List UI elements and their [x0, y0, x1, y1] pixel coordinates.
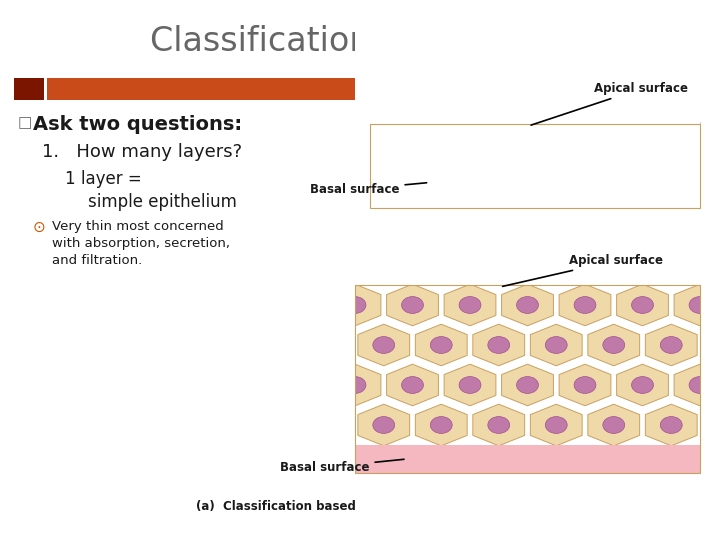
Polygon shape	[387, 364, 438, 406]
Polygon shape	[358, 404, 410, 446]
Text: Very thin most concerned
with absorption, secretion,
and filtration.: Very thin most concerned with absorption…	[52, 220, 230, 267]
Polygon shape	[415, 324, 467, 366]
FancyBboxPatch shape	[14, 78, 44, 100]
Ellipse shape	[402, 296, 423, 313]
Polygon shape	[588, 324, 639, 366]
Polygon shape	[674, 284, 720, 326]
Ellipse shape	[545, 336, 567, 353]
Polygon shape	[588, 404, 639, 446]
Ellipse shape	[631, 296, 654, 313]
Polygon shape	[559, 364, 611, 406]
Text: Stratified: Stratified	[500, 485, 589, 503]
Ellipse shape	[488, 416, 510, 434]
FancyBboxPatch shape	[370, 165, 700, 200]
Polygon shape	[703, 324, 720, 366]
Text: Basal surface: Basal surface	[310, 183, 427, 196]
Ellipse shape	[588, 134, 613, 155]
FancyBboxPatch shape	[371, 125, 436, 172]
Ellipse shape	[431, 336, 452, 353]
Text: □: □	[18, 115, 32, 130]
Text: Ask two questions:: Ask two questions:	[33, 115, 242, 134]
Ellipse shape	[373, 416, 395, 434]
Polygon shape	[444, 284, 496, 326]
Ellipse shape	[516, 296, 539, 313]
Polygon shape	[616, 284, 668, 326]
FancyBboxPatch shape	[569, 125, 634, 172]
FancyBboxPatch shape	[47, 78, 357, 100]
Ellipse shape	[574, 376, 596, 394]
Ellipse shape	[603, 416, 625, 434]
Ellipse shape	[631, 376, 654, 394]
Ellipse shape	[660, 416, 682, 434]
Polygon shape	[674, 364, 720, 406]
Text: 1.   How many layers?: 1. How many layers?	[42, 143, 242, 161]
Text: Simple: Simple	[520, 212, 583, 230]
Polygon shape	[387, 284, 438, 326]
Polygon shape	[473, 324, 525, 366]
Polygon shape	[358, 324, 410, 366]
Polygon shape	[329, 284, 381, 326]
Polygon shape	[502, 284, 554, 326]
Text: Figure 4.2a: Figure 4.2a	[633, 512, 700, 525]
Ellipse shape	[456, 134, 482, 155]
Text: Basal surface: Basal surface	[280, 460, 404, 474]
Text: 2 or more layers =: 2 or more layers =	[65, 295, 221, 313]
Polygon shape	[329, 364, 381, 406]
Text: ⊙: ⊙	[33, 348, 46, 363]
Text: More durable, major role is
protection.: More durable, major role is protection.	[52, 348, 232, 378]
Ellipse shape	[431, 416, 452, 434]
Ellipse shape	[545, 416, 567, 434]
Polygon shape	[502, 364, 554, 406]
Polygon shape	[415, 404, 467, 446]
FancyBboxPatch shape	[503, 125, 567, 172]
Ellipse shape	[689, 376, 711, 394]
Ellipse shape	[344, 296, 366, 313]
Polygon shape	[616, 364, 668, 406]
Polygon shape	[645, 324, 697, 366]
Ellipse shape	[402, 376, 423, 394]
Ellipse shape	[689, 296, 711, 313]
Ellipse shape	[459, 376, 481, 394]
Text: (a)  Classification based on number of cell layers.: (a) Classification based on number of ce…	[196, 500, 524, 513]
Polygon shape	[444, 364, 496, 406]
Text: 1 layer =: 1 layer =	[65, 170, 142, 188]
Ellipse shape	[523, 134, 547, 155]
FancyBboxPatch shape	[355, 445, 700, 473]
Ellipse shape	[718, 336, 720, 353]
Text: stratified epithelium: stratified epithelium	[88, 318, 256, 336]
Polygon shape	[531, 324, 582, 366]
Polygon shape	[645, 404, 697, 446]
Polygon shape	[703, 404, 720, 446]
Ellipse shape	[603, 336, 625, 353]
Ellipse shape	[373, 336, 395, 353]
Ellipse shape	[718, 416, 720, 434]
FancyBboxPatch shape	[436, 125, 502, 172]
Text: Classification of Epithelia: Classification of Epithelia	[150, 25, 570, 58]
Polygon shape	[559, 284, 611, 326]
Ellipse shape	[390, 134, 415, 155]
Polygon shape	[473, 404, 525, 446]
Ellipse shape	[516, 376, 539, 394]
Ellipse shape	[654, 134, 680, 155]
Text: ⊙: ⊙	[33, 220, 46, 235]
Text: simple epithelium: simple epithelium	[88, 193, 237, 211]
Ellipse shape	[660, 336, 682, 353]
Text: Apical surface: Apical surface	[503, 254, 663, 286]
Ellipse shape	[344, 376, 366, 394]
Text: Apical surface: Apical surface	[531, 82, 688, 125]
Ellipse shape	[459, 296, 481, 313]
Ellipse shape	[488, 336, 510, 353]
FancyBboxPatch shape	[634, 125, 700, 172]
Polygon shape	[531, 404, 582, 446]
Ellipse shape	[574, 296, 596, 313]
